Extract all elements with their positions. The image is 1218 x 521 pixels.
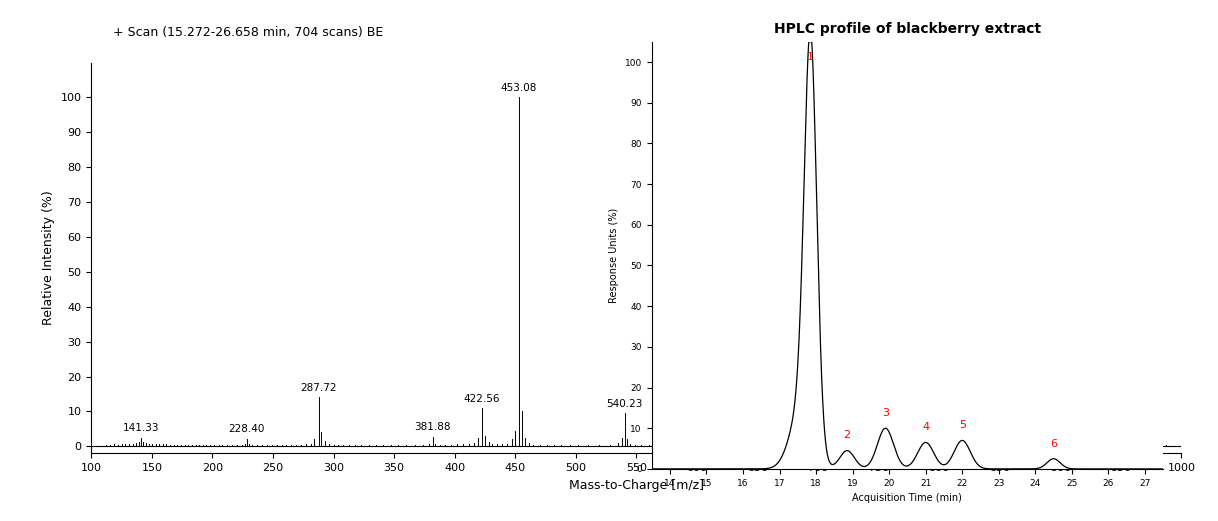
Text: 141.33: 141.33 (123, 424, 160, 433)
Text: 757.09: 757.09 (870, 426, 905, 436)
Text: + Scan (15.272-26.658 min, 704 scans) BE: + Scan (15.272-26.658 min, 704 scans) BE (113, 26, 384, 39)
Text: 4: 4 (922, 423, 929, 432)
Text: 228.40: 228.40 (229, 425, 266, 435)
Title: HPLC profile of blackberry extract: HPLC profile of blackberry extract (773, 22, 1041, 36)
Text: 5: 5 (959, 420, 966, 430)
Text: 1: 1 (808, 52, 814, 62)
Text: 453.08: 453.08 (501, 83, 537, 93)
Text: 6: 6 (1050, 439, 1057, 449)
Text: 2: 2 (844, 430, 850, 440)
Text: 540.23: 540.23 (607, 399, 643, 409)
Text: 381.88: 381.88 (414, 423, 451, 432)
Text: 902.30: 902.30 (1045, 426, 1082, 436)
Text: 287.72: 287.72 (301, 383, 337, 393)
Y-axis label: Relative Intensity (%): Relative Intensity (%) (43, 191, 55, 325)
X-axis label: Mass-to-Charge [m/z]: Mass-to-Charge [m/z] (569, 479, 704, 491)
Text: 3: 3 (882, 408, 889, 418)
Text: 422.56: 422.56 (464, 394, 501, 404)
Text: 598.77: 598.77 (677, 390, 714, 400)
Y-axis label: Response Units (%): Response Units (%) (609, 208, 619, 303)
Text: 586.68: 586.68 (663, 411, 699, 421)
X-axis label: Acquisition Time (min): Acquisition Time (min) (853, 493, 962, 503)
